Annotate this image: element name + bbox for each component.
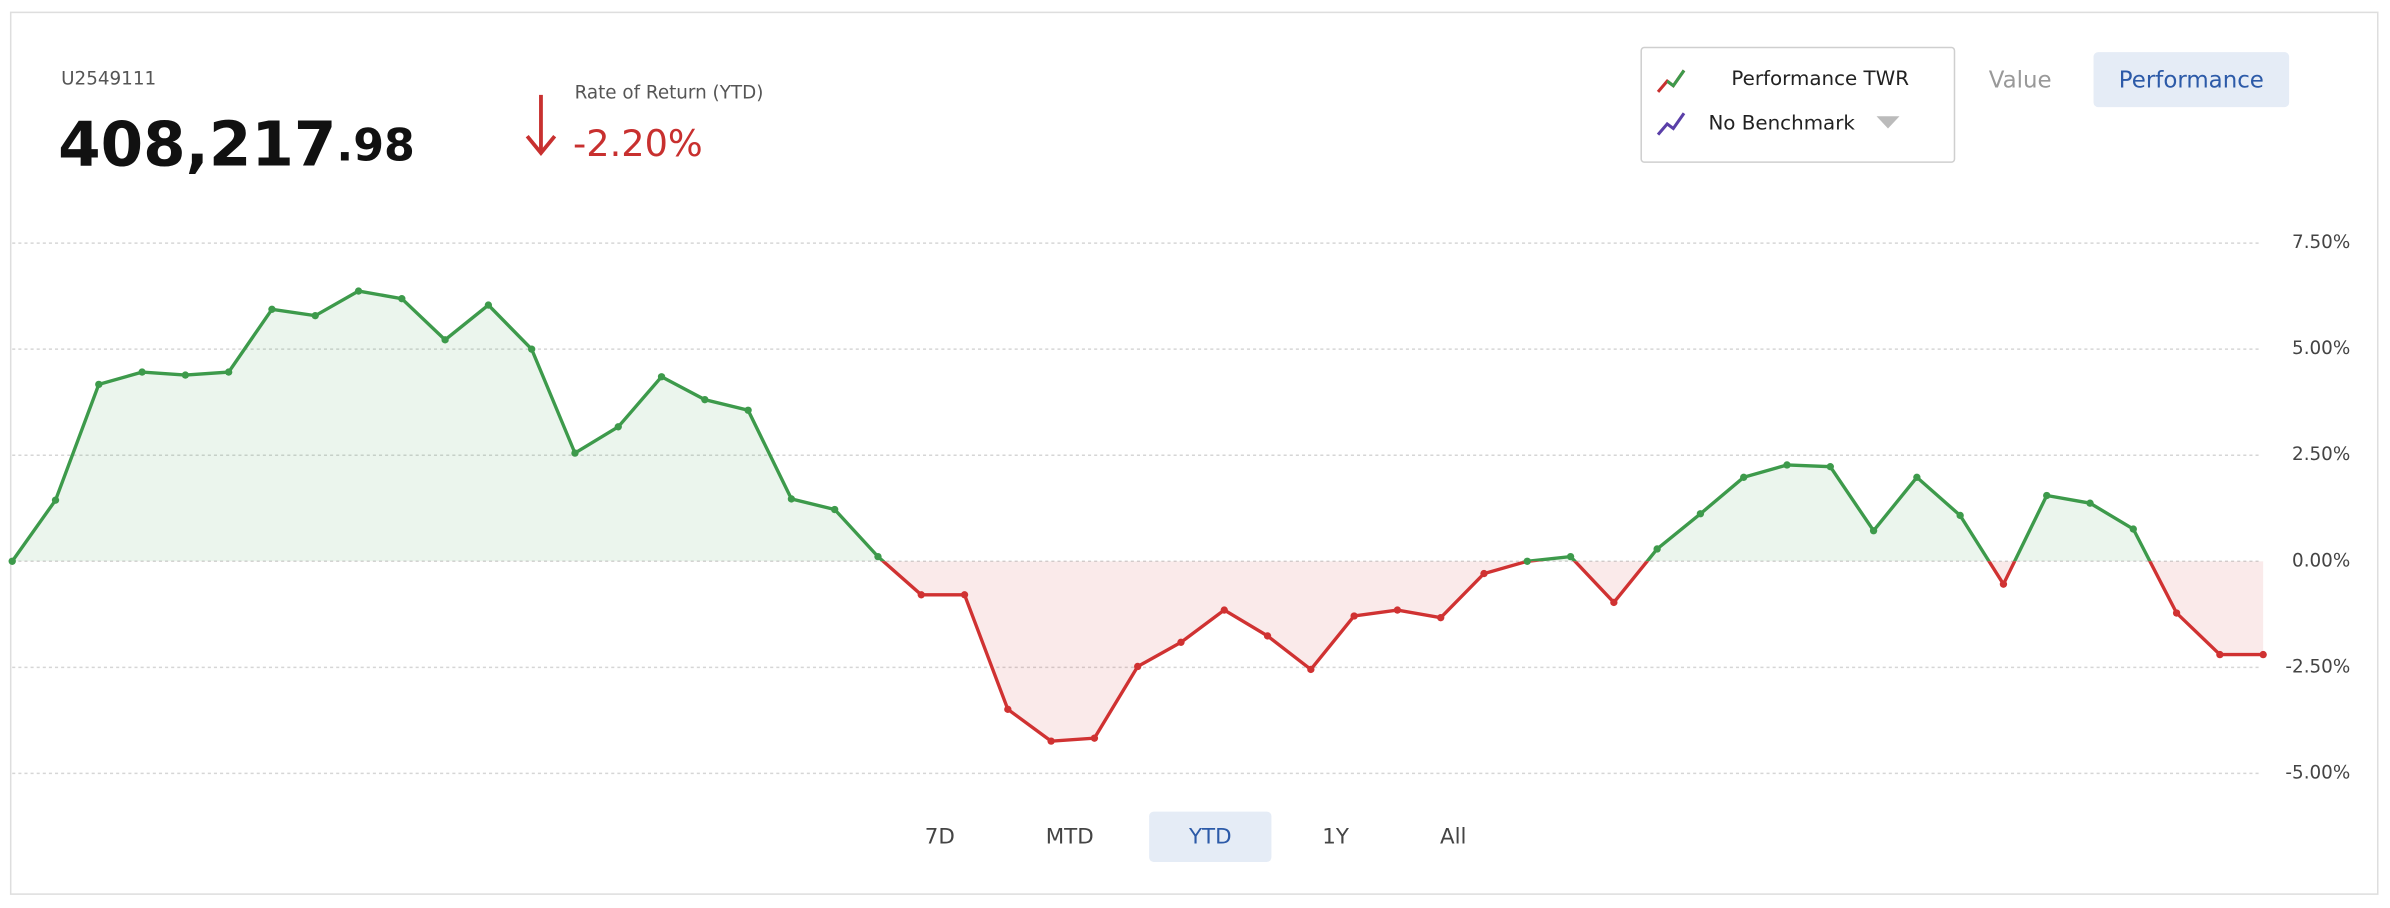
data-point [1999, 580, 2008, 588]
data-point [1047, 737, 1055, 745]
data-point [95, 380, 103, 389]
benchmark-select[interactable]: No Benchmark [1708, 111, 1855, 134]
view-button-bg[interactable] [2093, 52, 2290, 108]
data-point [8, 557, 16, 565]
data-point [224, 368, 233, 376]
data-point [1653, 545, 1661, 553]
data-point [2086, 499, 2094, 507]
range-button[interactable]: YTD [1188, 825, 1232, 850]
data-point [744, 406, 752, 414]
data-point [1610, 598, 1618, 607]
data-point [1220, 606, 1228, 614]
data-point [1826, 463, 1834, 471]
range-button[interactable]: 1Y [1322, 825, 1350, 850]
data-point [1177, 638, 1185, 646]
down-arrow [525, 94, 557, 156]
data-point [311, 311, 319, 320]
value-main: 408,217 [58, 109, 336, 180]
data-point [960, 591, 969, 599]
view-button[interactable]: Performance [2119, 68, 2264, 94]
line-positive [10, 289, 2152, 562]
data-point [2259, 650, 2267, 659]
y-tick-label: 7.50% [2292, 232, 2350, 253]
data-point [1566, 552, 1575, 561]
data-point [354, 287, 363, 295]
legend-entry[interactable]: Performance TWR [1731, 67, 1909, 90]
data-point [1913, 473, 1921, 481]
data-point [1437, 614, 1445, 622]
data-point [614, 423, 622, 431]
data-point [831, 505, 839, 514]
return-value: -2.20% [573, 122, 703, 165]
y-tick-label: -2.50% [2285, 656, 2350, 677]
data-point [2043, 491, 2051, 500]
data-point [1783, 461, 1791, 469]
data-point [484, 301, 493, 309]
y-tick-label: -5.00% [2285, 762, 2350, 783]
y-tick-label: 2.50% [2292, 444, 2350, 465]
data-point [1869, 527, 1878, 535]
data-point [1393, 606, 1402, 614]
data-point [1307, 665, 1315, 674]
dropdown-caret[interactable] [1876, 116, 1900, 129]
data-point [917, 591, 925, 599]
panel [9, 11, 2379, 895]
data-point [181, 371, 190, 379]
data-point [1956, 511, 1964, 520]
data-point [138, 368, 146, 376]
legend-icon [1656, 69, 1686, 136]
data-point [51, 496, 60, 504]
data-point [1480, 569, 1488, 578]
data-point [1523, 557, 1531, 565]
range-button[interactable]: 7D [925, 825, 955, 850]
data-point [1740, 473, 1748, 481]
account-value: 408,217.98 [58, 109, 415, 180]
data-point [2129, 525, 2137, 533]
legend-box [1640, 46, 1956, 163]
view-button[interactable]: Value [1989, 68, 2052, 94]
data-point [398, 295, 406, 303]
range-button-bg[interactable] [1149, 811, 1272, 863]
area-negative [883, 561, 2264, 742]
return-label: Rate of Return (YTD) [575, 82, 764, 103]
data-point [1263, 632, 1272, 640]
data-point [874, 552, 882, 561]
data-point [787, 495, 796, 503]
area-positive [12, 291, 2264, 562]
data-point [441, 336, 449, 344]
data-point [1090, 734, 1099, 742]
data-point [2216, 650, 2224, 659]
data-point [2172, 609, 2181, 617]
data-point [701, 395, 709, 404]
value-cents: .98 [336, 120, 414, 171]
data-point [571, 449, 579, 457]
data-point [1004, 705, 1012, 713]
data-point [1350, 612, 1358, 620]
range-button[interactable]: All [1440, 825, 1467, 850]
y-tick-label: 0.00% [2292, 550, 2350, 571]
y-tick-label: 5.00% [2292, 338, 2350, 359]
data-point [528, 345, 536, 353]
range-button[interactable]: MTD [1046, 825, 1094, 850]
data-point [268, 305, 276, 313]
account-id: U2549111 [61, 69, 156, 90]
data-point [1696, 510, 1705, 518]
data-point [1134, 662, 1142, 671]
data-point [657, 373, 666, 381]
